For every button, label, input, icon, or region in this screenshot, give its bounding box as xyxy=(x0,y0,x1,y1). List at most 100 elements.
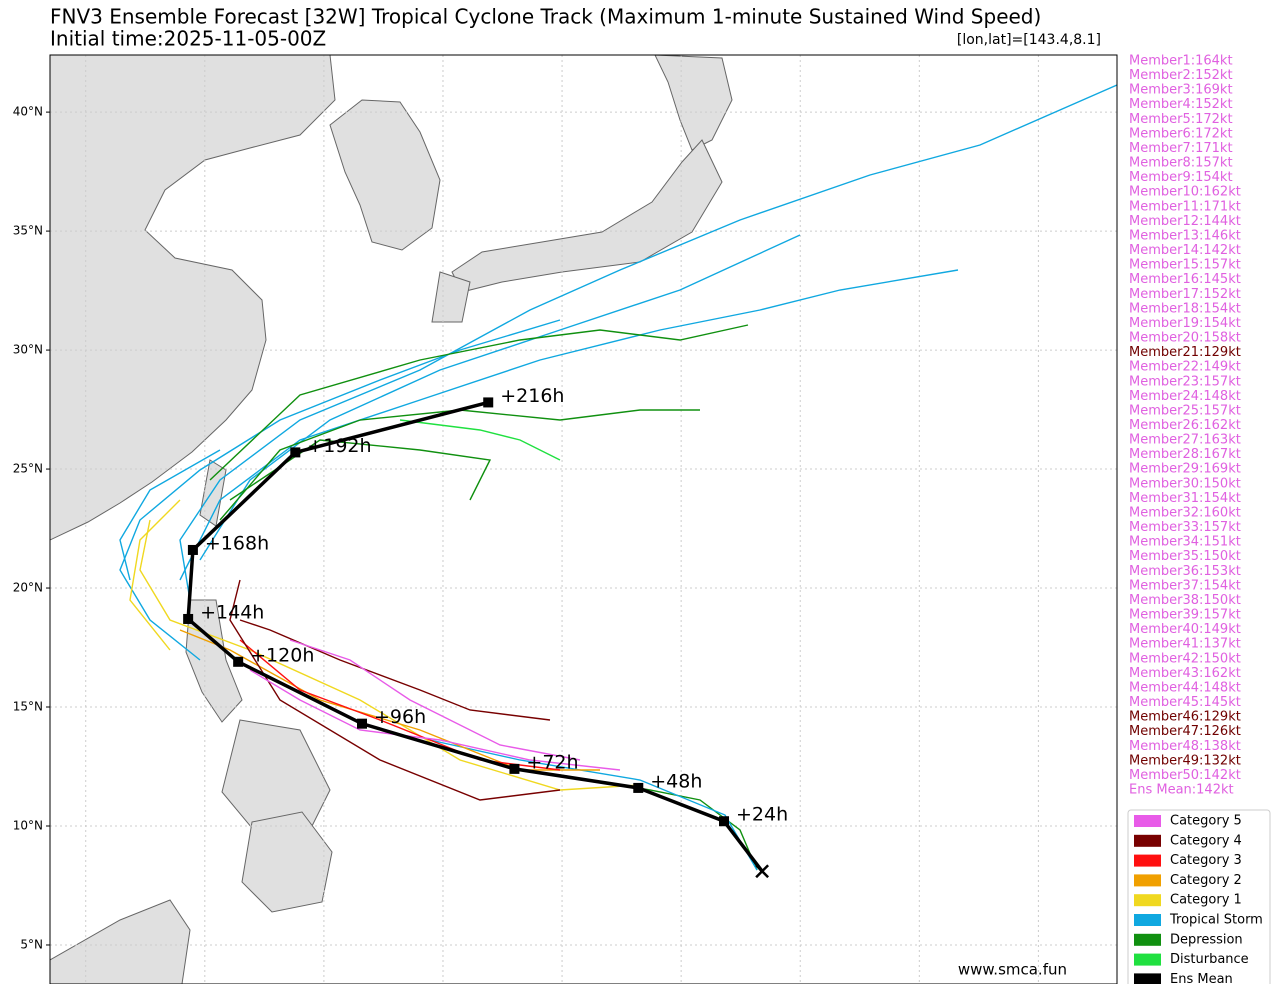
ensemble-track xyxy=(119,449,221,581)
member-label: Member41:137kt xyxy=(1129,637,1241,652)
member-label: Member30:150kt xyxy=(1129,476,1241,491)
member-label: Member10:162kt xyxy=(1129,185,1241,200)
track-point xyxy=(290,447,301,458)
legend-swatch xyxy=(1134,914,1161,926)
member-label: Member35:150kt xyxy=(1129,549,1241,564)
member-label: Member21:129kt xyxy=(1129,345,1241,360)
member-label: Member8:157kt xyxy=(1129,156,1233,171)
member-label: Member17:152kt xyxy=(1129,287,1241,302)
watermark: www.smca.fun xyxy=(958,961,1067,979)
member-label: Member4:152kt xyxy=(1129,97,1233,112)
member-label: Member7:171kt xyxy=(1129,141,1233,156)
ensemble-track xyxy=(139,519,641,791)
legend-label: Ens Mean xyxy=(1170,972,1233,984)
track-label: +192h xyxy=(307,435,371,457)
track-label: +24h xyxy=(736,804,788,826)
member-label: Ens Mean:142kt xyxy=(1129,783,1234,798)
member-label: Member40:149kt xyxy=(1129,622,1241,637)
member-label: Member18:154kt xyxy=(1129,301,1241,316)
lat-ticks: 40°N 35°N 30°N 25°N 20°N 15°N 10°N 5°N xyxy=(13,105,50,951)
member-label: Member34:151kt xyxy=(1129,535,1241,550)
legend-label: Depression xyxy=(1170,932,1243,947)
member-label: Member33:157kt xyxy=(1129,520,1241,535)
member-label: Member1:164kt xyxy=(1129,54,1233,69)
track-label: +96h xyxy=(374,706,426,728)
member-label: Member9:154kt xyxy=(1129,170,1233,185)
mean-track-line xyxy=(186,400,764,873)
member-label: Member12:144kt xyxy=(1129,214,1241,229)
legend-swatch xyxy=(1134,874,1161,887)
track-label: +216h xyxy=(500,385,564,407)
land-kyushu xyxy=(431,271,471,323)
lat-tick-label: 30°N xyxy=(13,343,43,357)
member-label: Member49:132kt xyxy=(1129,753,1241,768)
member-label: Member20:158kt xyxy=(1129,331,1241,346)
ensemble-track xyxy=(119,319,561,661)
legend-label: Category 4 xyxy=(1170,833,1242,848)
member-label: Member2:152kt xyxy=(1129,68,1233,83)
ensemble-track xyxy=(179,84,1117,601)
land-korea xyxy=(329,99,441,251)
legend-label: Category 3 xyxy=(1170,853,1242,868)
land-china xyxy=(50,55,336,541)
member-label: Member42:150kt xyxy=(1129,651,1241,666)
member-label: Member43:162kt xyxy=(1129,666,1241,681)
track-point xyxy=(483,397,494,408)
member-label: Member47:126kt xyxy=(1129,724,1241,739)
legend-box xyxy=(1127,809,1271,988)
ensemble-track xyxy=(399,419,561,461)
legend-label: Category 2 xyxy=(1170,873,1242,888)
member-label: Member25:157kt xyxy=(1129,403,1241,418)
lat-tick-label: 10°N xyxy=(13,818,43,832)
member-label: Member32:160kt xyxy=(1129,505,1241,520)
track-point xyxy=(633,782,644,793)
position-label: [lon,lat]=[143.4,8.1] xyxy=(957,32,1101,48)
track-point xyxy=(357,718,368,729)
member-label: Member27:163kt xyxy=(1129,433,1241,448)
member-label: Member23:157kt xyxy=(1129,374,1241,389)
ensemble-track xyxy=(229,579,561,801)
lat-tick-label: 25°N xyxy=(13,462,43,476)
legend-swatch xyxy=(1134,854,1161,867)
member-label: Member16:145kt xyxy=(1129,272,1241,287)
member-label: Member6:172kt xyxy=(1129,126,1233,141)
ensemble-track xyxy=(239,619,551,721)
track-point xyxy=(187,544,198,555)
track-point xyxy=(183,613,194,624)
member-label: Member13:146kt xyxy=(1129,228,1241,243)
track-point xyxy=(719,816,730,827)
ocean xyxy=(50,55,1117,984)
member-list: Member1:164ktMember2:152ktMember3:169ktM… xyxy=(1129,54,1241,798)
track-label: +48h xyxy=(650,770,702,792)
member-label: Member38:150kt xyxy=(1129,593,1241,608)
member-label: Member44:148kt xyxy=(1129,680,1241,695)
track-label: +120h xyxy=(250,644,314,666)
track-label: +144h xyxy=(200,601,264,623)
track-point xyxy=(509,763,520,774)
legend-swatch xyxy=(1134,894,1161,907)
lat-tick-label: 40°N xyxy=(13,105,43,119)
lat-tick-label: 5°N xyxy=(20,937,43,951)
ensemble-track xyxy=(229,439,492,501)
mean-track: +24h +48h +72h +96h +120h +144h +168h +192h +216… xyxy=(183,385,788,879)
member-label: Member24:148kt xyxy=(1129,389,1241,404)
ensemble-track xyxy=(179,269,959,581)
land-borneo xyxy=(50,899,191,984)
ensemble-track xyxy=(209,324,749,481)
member-label: Member31:154kt xyxy=(1129,491,1241,506)
lat-tick-label: 20°N xyxy=(13,581,43,595)
member-label: Member48:138kt xyxy=(1129,739,1241,754)
member-label: Member46:129kt xyxy=(1129,710,1241,725)
member-label: Member28:167kt xyxy=(1129,447,1241,462)
lat-tick-label: 35°N xyxy=(13,224,43,238)
start-marker xyxy=(755,864,770,879)
member-label: Member39:157kt xyxy=(1129,608,1241,623)
map-area: +24h +48h +72h +96h +120h +144h +168h +192h +216… xyxy=(50,55,1117,984)
ensemble-track xyxy=(289,639,581,761)
member-label: Member3:169kt xyxy=(1129,83,1233,98)
title: FNV3 Ensemble Forecast [32W] Tropical Cy… xyxy=(50,5,1041,29)
member-label: Member5:172kt xyxy=(1129,112,1233,127)
legend-label: Disturbance xyxy=(1170,952,1249,967)
lat-tick-label: 15°N xyxy=(13,700,43,714)
